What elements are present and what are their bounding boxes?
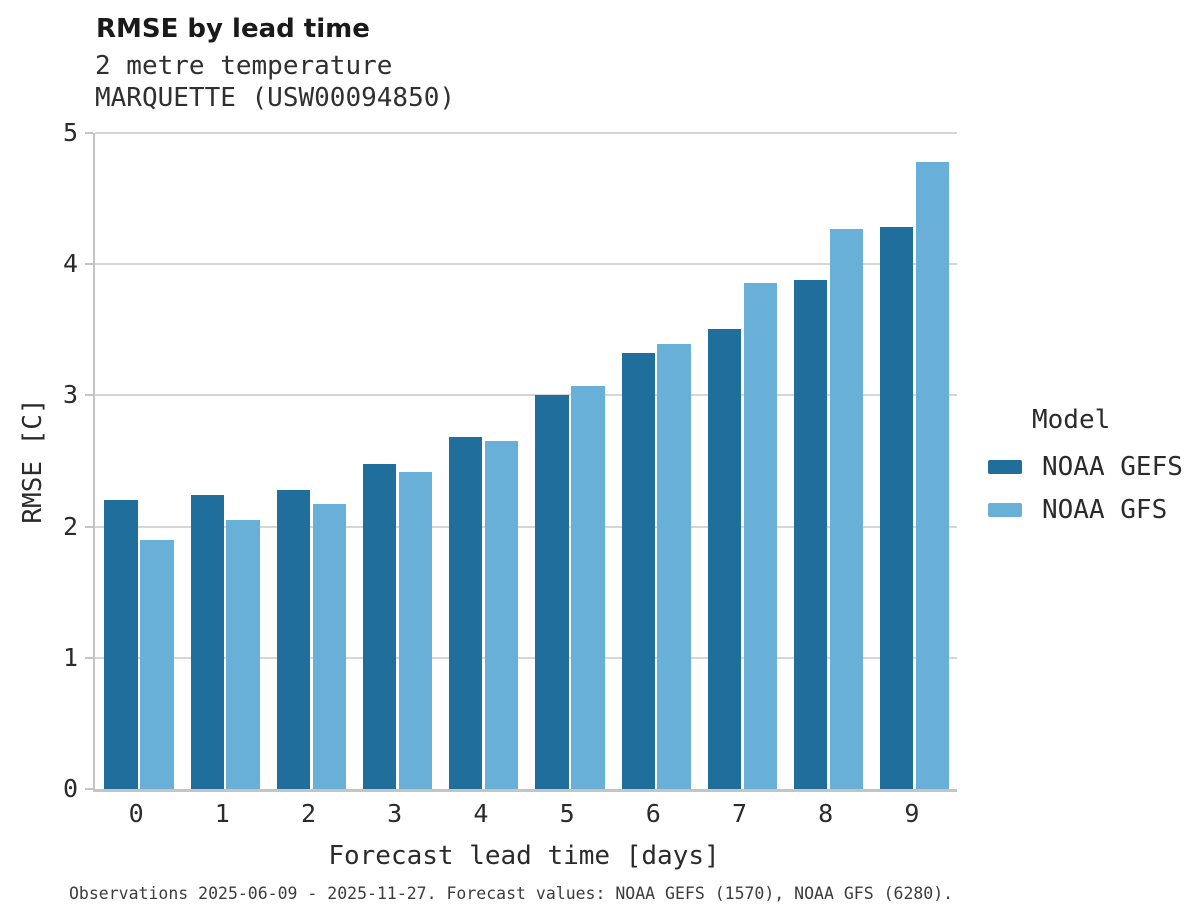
y-tick-mark-5 <box>85 132 93 134</box>
y-tick-mark-1 <box>85 656 93 659</box>
bar-noaa-gfs-day4 <box>485 441 519 789</box>
x-tick-label-8: 8 <box>818 799 834 828</box>
y-tick-label-3: 3 <box>62 380 78 410</box>
chart-subtitle-variable: 2 metre temperature <box>95 51 393 81</box>
bar-noaa-gefs-day8 <box>793 279 828 789</box>
bar-noaa-gfs-day8 <box>829 228 864 789</box>
y-tick-label-4: 4 <box>62 249 78 279</box>
bar-noaa-gefs-day1 <box>190 495 224 789</box>
x-tick-label-4: 4 <box>473 799 489 828</box>
bar-noaa-gfs-day6 <box>657 344 691 789</box>
bar-noaa-gefs-day5 <box>535 395 569 789</box>
legend-title: Model <box>1032 405 1111 435</box>
bar-noaa-gefs-day9 <box>880 227 914 789</box>
bar-noaa-gfs-day7 <box>743 282 777 789</box>
bar-noaa-gfs-day0 <box>140 539 174 789</box>
y-tick-label-2: 2 <box>62 511 78 541</box>
bar-noaa-gefs-day6 <box>621 353 655 789</box>
legend-swatch-gfs-icon <box>988 503 1022 517</box>
bar-noaa-gfs-day1 <box>226 520 260 789</box>
x-tick-label-7: 7 <box>731 799 748 828</box>
bar-noaa-gfs-day9 <box>916 161 950 789</box>
y-tick-label-5: 5 <box>62 118 78 147</box>
x-tick-label-5: 5 <box>559 799 575 828</box>
y-tick-label-0: 0 <box>62 774 78 803</box>
bar-noaa-gefs-day2 <box>276 489 311 789</box>
y-tick-mark-2 <box>85 525 93 528</box>
chart-subtitle-station: MARQUETTE (USW00094850) <box>95 83 456 113</box>
x-axis-title: Forecast lead time [days] <box>328 841 720 871</box>
bar-noaa-gfs-day2 <box>312 504 346 789</box>
x-tick-label-3: 3 <box>387 799 403 828</box>
bar-noaa-gfs-day5 <box>571 386 605 789</box>
x-tick-label-2: 2 <box>300 799 317 828</box>
y-tick-mark-4 <box>85 263 93 266</box>
legend-swatch-gefs-icon <box>988 460 1022 474</box>
gridline-y4 <box>95 263 957 266</box>
gridline-y1 <box>95 656 957 659</box>
bar-noaa-gefs-day3 <box>362 463 397 789</box>
x-tick-label-6: 6 <box>645 799 661 828</box>
bar-noaa-gefs-day7 <box>707 328 742 789</box>
chart-title: RMSE by lead time <box>96 14 370 44</box>
bar-noaa-gefs-day4 <box>449 437 483 789</box>
gridline-y5 <box>95 132 957 134</box>
x-tick-label-9: 9 <box>904 799 920 828</box>
bar-noaa-gefs-day0 <box>104 500 138 789</box>
footer-caption: Observations 2025-06-09 - 2025-11-27. Fo… <box>69 884 954 903</box>
bar-noaa-gfs-day3 <box>398 471 433 789</box>
y-tick-label-1: 1 <box>62 642 78 672</box>
legend-label: NOAA GEFS <box>1042 452 1183 482</box>
gridline-y3 <box>95 394 957 397</box>
x-tick-label-1: 1 <box>214 799 230 828</box>
y-axis-title: RMSE [C] <box>18 398 48 524</box>
gridline-y2 <box>95 525 957 528</box>
legend-label: NOAA GFS <box>1042 495 1168 525</box>
plot-area <box>93 132 957 792</box>
y-tick-mark-3 <box>85 394 93 397</box>
x-tick-label-0: 0 <box>128 799 144 828</box>
y-tick-mark-0 <box>85 788 93 790</box>
